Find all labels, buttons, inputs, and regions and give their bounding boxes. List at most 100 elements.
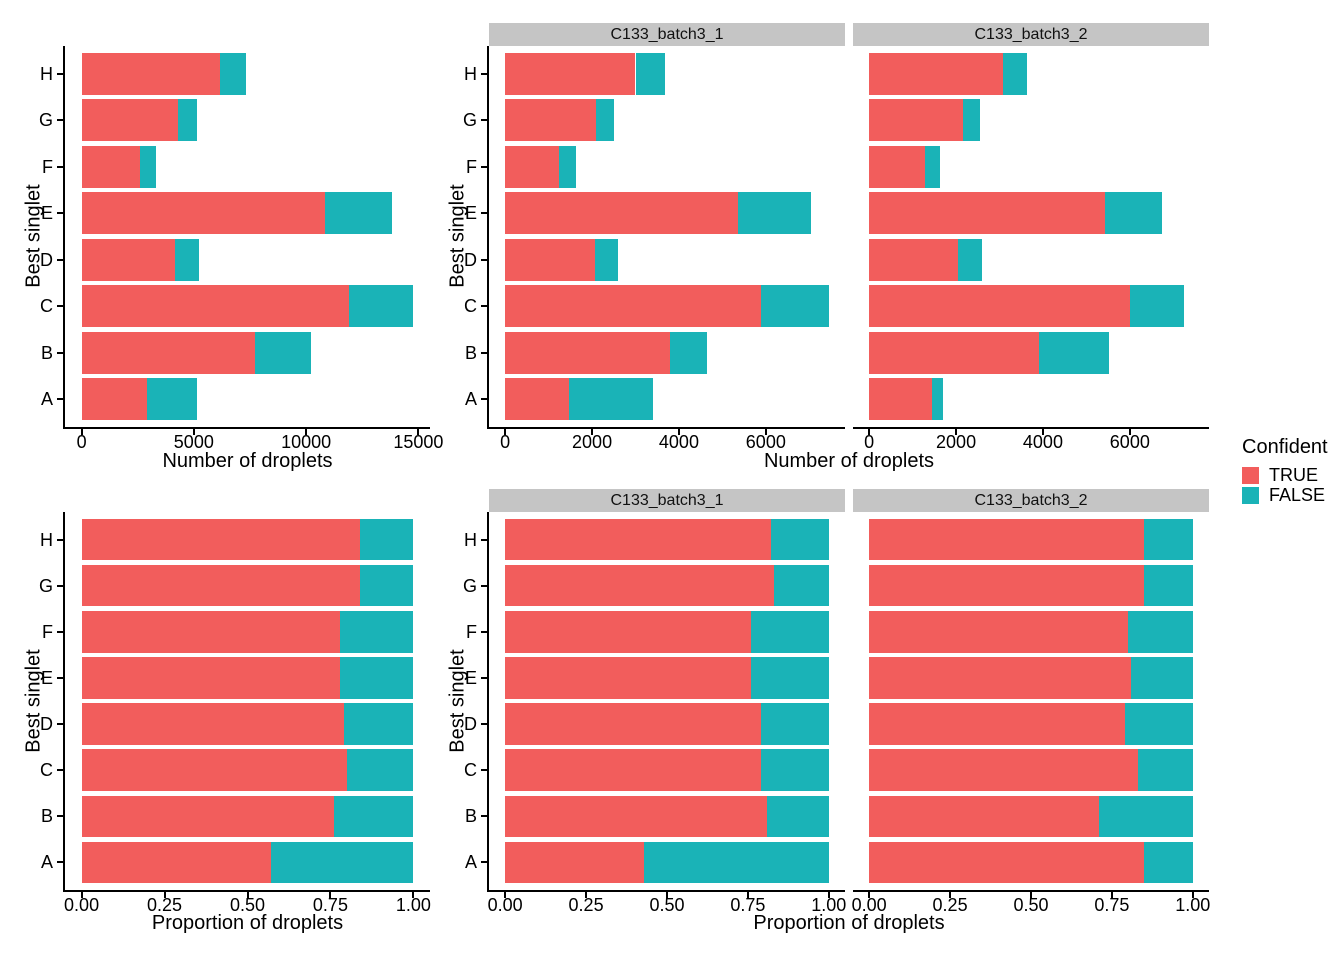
bar-segment-true-E — [505, 657, 752, 699]
x-axis-line-prop-combined — [63, 890, 430, 892]
bar-segment-false-C — [347, 749, 414, 791]
bar-segment-true-A — [869, 378, 932, 421]
legend-swatch-true-icon — [1242, 467, 1259, 484]
x-axis-title-counts-facets: Number of droplets — [763, 450, 935, 472]
bar-segment-true-E — [869, 657, 1132, 699]
bar-segment-true-A — [869, 841, 1145, 884]
x-tick-label-counts-batch2-2: 4000 — [1022, 432, 1063, 452]
bar-segment-true-G — [81, 99, 179, 142]
x-tick-counts-batch2-2 — [1041, 429, 1044, 435]
y-tick-label-D: D — [40, 249, 53, 270]
y-tick-label-H: H — [464, 63, 477, 84]
bar-segment-false-G — [1144, 565, 1193, 607]
bar-segment-true-G — [869, 565, 1145, 607]
x-tick-label-counts-batch2-1: 2000 — [936, 432, 977, 452]
x-tick-prop-batch1-2 — [666, 892, 668, 898]
y-tick-label-A: A — [40, 852, 53, 873]
legend-entry-true: TRUE — [1242, 465, 1328, 485]
bar-segment-false-H — [360, 518, 414, 561]
x-tick-label-counts-batch2-3: 6000 — [1109, 432, 1150, 452]
bar-segment-false-F — [751, 611, 829, 653]
bar-segment-false-A — [147, 378, 197, 421]
x-tick-prop-batch2-0 — [868, 892, 871, 898]
x-tick-counts-batch1-2 — [677, 429, 680, 435]
y-tick-label-F: F — [466, 621, 477, 642]
x-tick-prop-batch1-3 — [746, 892, 749, 898]
bar-segment-true-E — [81, 192, 325, 235]
y-tick-label-B: B — [464, 806, 477, 827]
bar-segment-true-D — [505, 703, 761, 745]
bar-segment-true-D — [505, 238, 596, 281]
bar-segment-true-E — [81, 657, 341, 699]
x-tick-counts-combined-0 — [80, 429, 83, 435]
bar-segment-false-D — [1124, 703, 1193, 745]
x-axis-title-prop-facets: Proportion of droplets — [753, 912, 945, 934]
bar-segment-true-E — [505, 192, 738, 235]
bar-segment-true-F — [505, 145, 560, 188]
bar-segment-true-C — [869, 749, 1138, 791]
bar-segment-true-H — [869, 52, 1004, 95]
legend-entry-false: FALSE — [1242, 486, 1328, 504]
bar-segment-true-D — [81, 703, 344, 745]
legend-title: Confident — [1242, 436, 1328, 458]
y-axis-line-prop-combined — [63, 512, 65, 890]
y-axis-title-counts-facets: Best singlet — [446, 184, 469, 288]
bar-segment-true-F — [81, 611, 341, 653]
facet-strip-counts-batch2: C133_batch3_2 — [853, 23, 1209, 46]
y-tick-label-G: G — [462, 575, 477, 596]
y-tick-C — [57, 305, 63, 308]
y-tick-H — [481, 538, 487, 541]
bar-segment-true-H — [505, 518, 771, 561]
y-axis-line-counts-batch1 — [487, 46, 489, 427]
facet-strip-counts-batch1: C133_batch3_1 — [489, 23, 845, 46]
x-tick-counts-batch1-3 — [764, 429, 767, 435]
x-tick-label-prop-combined-4: 1.00 — [395, 895, 431, 915]
bar-segment-false-G — [773, 565, 829, 607]
y-tick-H — [57, 72, 63, 75]
x-tick-prop-batch1-1 — [585, 892, 588, 898]
bar-segment-true-G — [869, 99, 964, 142]
y-tick-B — [57, 815, 63, 818]
x-tick-label-counts-batch1-0: 0 — [500, 432, 511, 452]
x-tick-prop-combined-3 — [329, 892, 332, 898]
y-tick-E — [57, 212, 63, 215]
x-tick-label-counts-combined-1: 5000 — [173, 432, 214, 452]
x-tick-prop-batch2-2 — [1030, 892, 1032, 898]
y-tick-label-B: B — [40, 806, 53, 827]
bar-segment-true-C — [505, 749, 761, 791]
x-tick-counts-batch2-1 — [955, 429, 958, 435]
x-tick-label-counts-combined-2: 10000 — [281, 432, 332, 452]
bar-segment-false-A — [931, 378, 944, 421]
bar-segment-false-F — [925, 145, 940, 188]
y-tick-H — [57, 538, 63, 541]
bar-segment-true-C — [869, 285, 1131, 328]
x-tick-label-prop-batch1-0: 0.00 — [487, 895, 523, 915]
bar-segment-false-F — [559, 145, 576, 188]
bar-segment-false-F — [1128, 611, 1193, 653]
x-axis-title-prop-combined: Proportion of droplets — [151, 912, 344, 934]
bar-segment-false-C — [1130, 285, 1184, 328]
x-tick-label-prop-combined-0: 0.00 — [64, 895, 100, 915]
x-tick-label-prop-batch2-3: 0.75 — [1094, 895, 1130, 915]
y-tick-label-C: C — [464, 760, 477, 781]
legend-label-true: TRUE — [1269, 465, 1318, 485]
bar-segment-true-H — [869, 518, 1145, 561]
x-tick-label-prop-batch2-1: 0.25 — [932, 895, 968, 915]
bar-segment-false-B — [1098, 795, 1193, 837]
x-tick-prop-batch1-0 — [504, 892, 507, 898]
y-tick-C — [481, 305, 487, 308]
x-tick-label-prop-batch1-2: 0.50 — [649, 895, 685, 915]
y-tick-A — [481, 398, 487, 401]
y-tick-F — [57, 630, 63, 633]
y-tick-D — [57, 258, 63, 261]
bar-segment-false-D — [760, 703, 829, 745]
bar-segment-false-E — [324, 192, 393, 235]
bar-segment-false-D — [174, 238, 199, 281]
y-tick-H — [481, 72, 487, 75]
y-tick-label-F: F — [466, 156, 477, 177]
bar-segment-false-E — [340, 657, 414, 699]
y-tick-label-B: B — [40, 342, 53, 363]
legend: Confident TRUE FALSE — [1242, 436, 1328, 507]
bar-segment-false-B — [669, 331, 708, 374]
